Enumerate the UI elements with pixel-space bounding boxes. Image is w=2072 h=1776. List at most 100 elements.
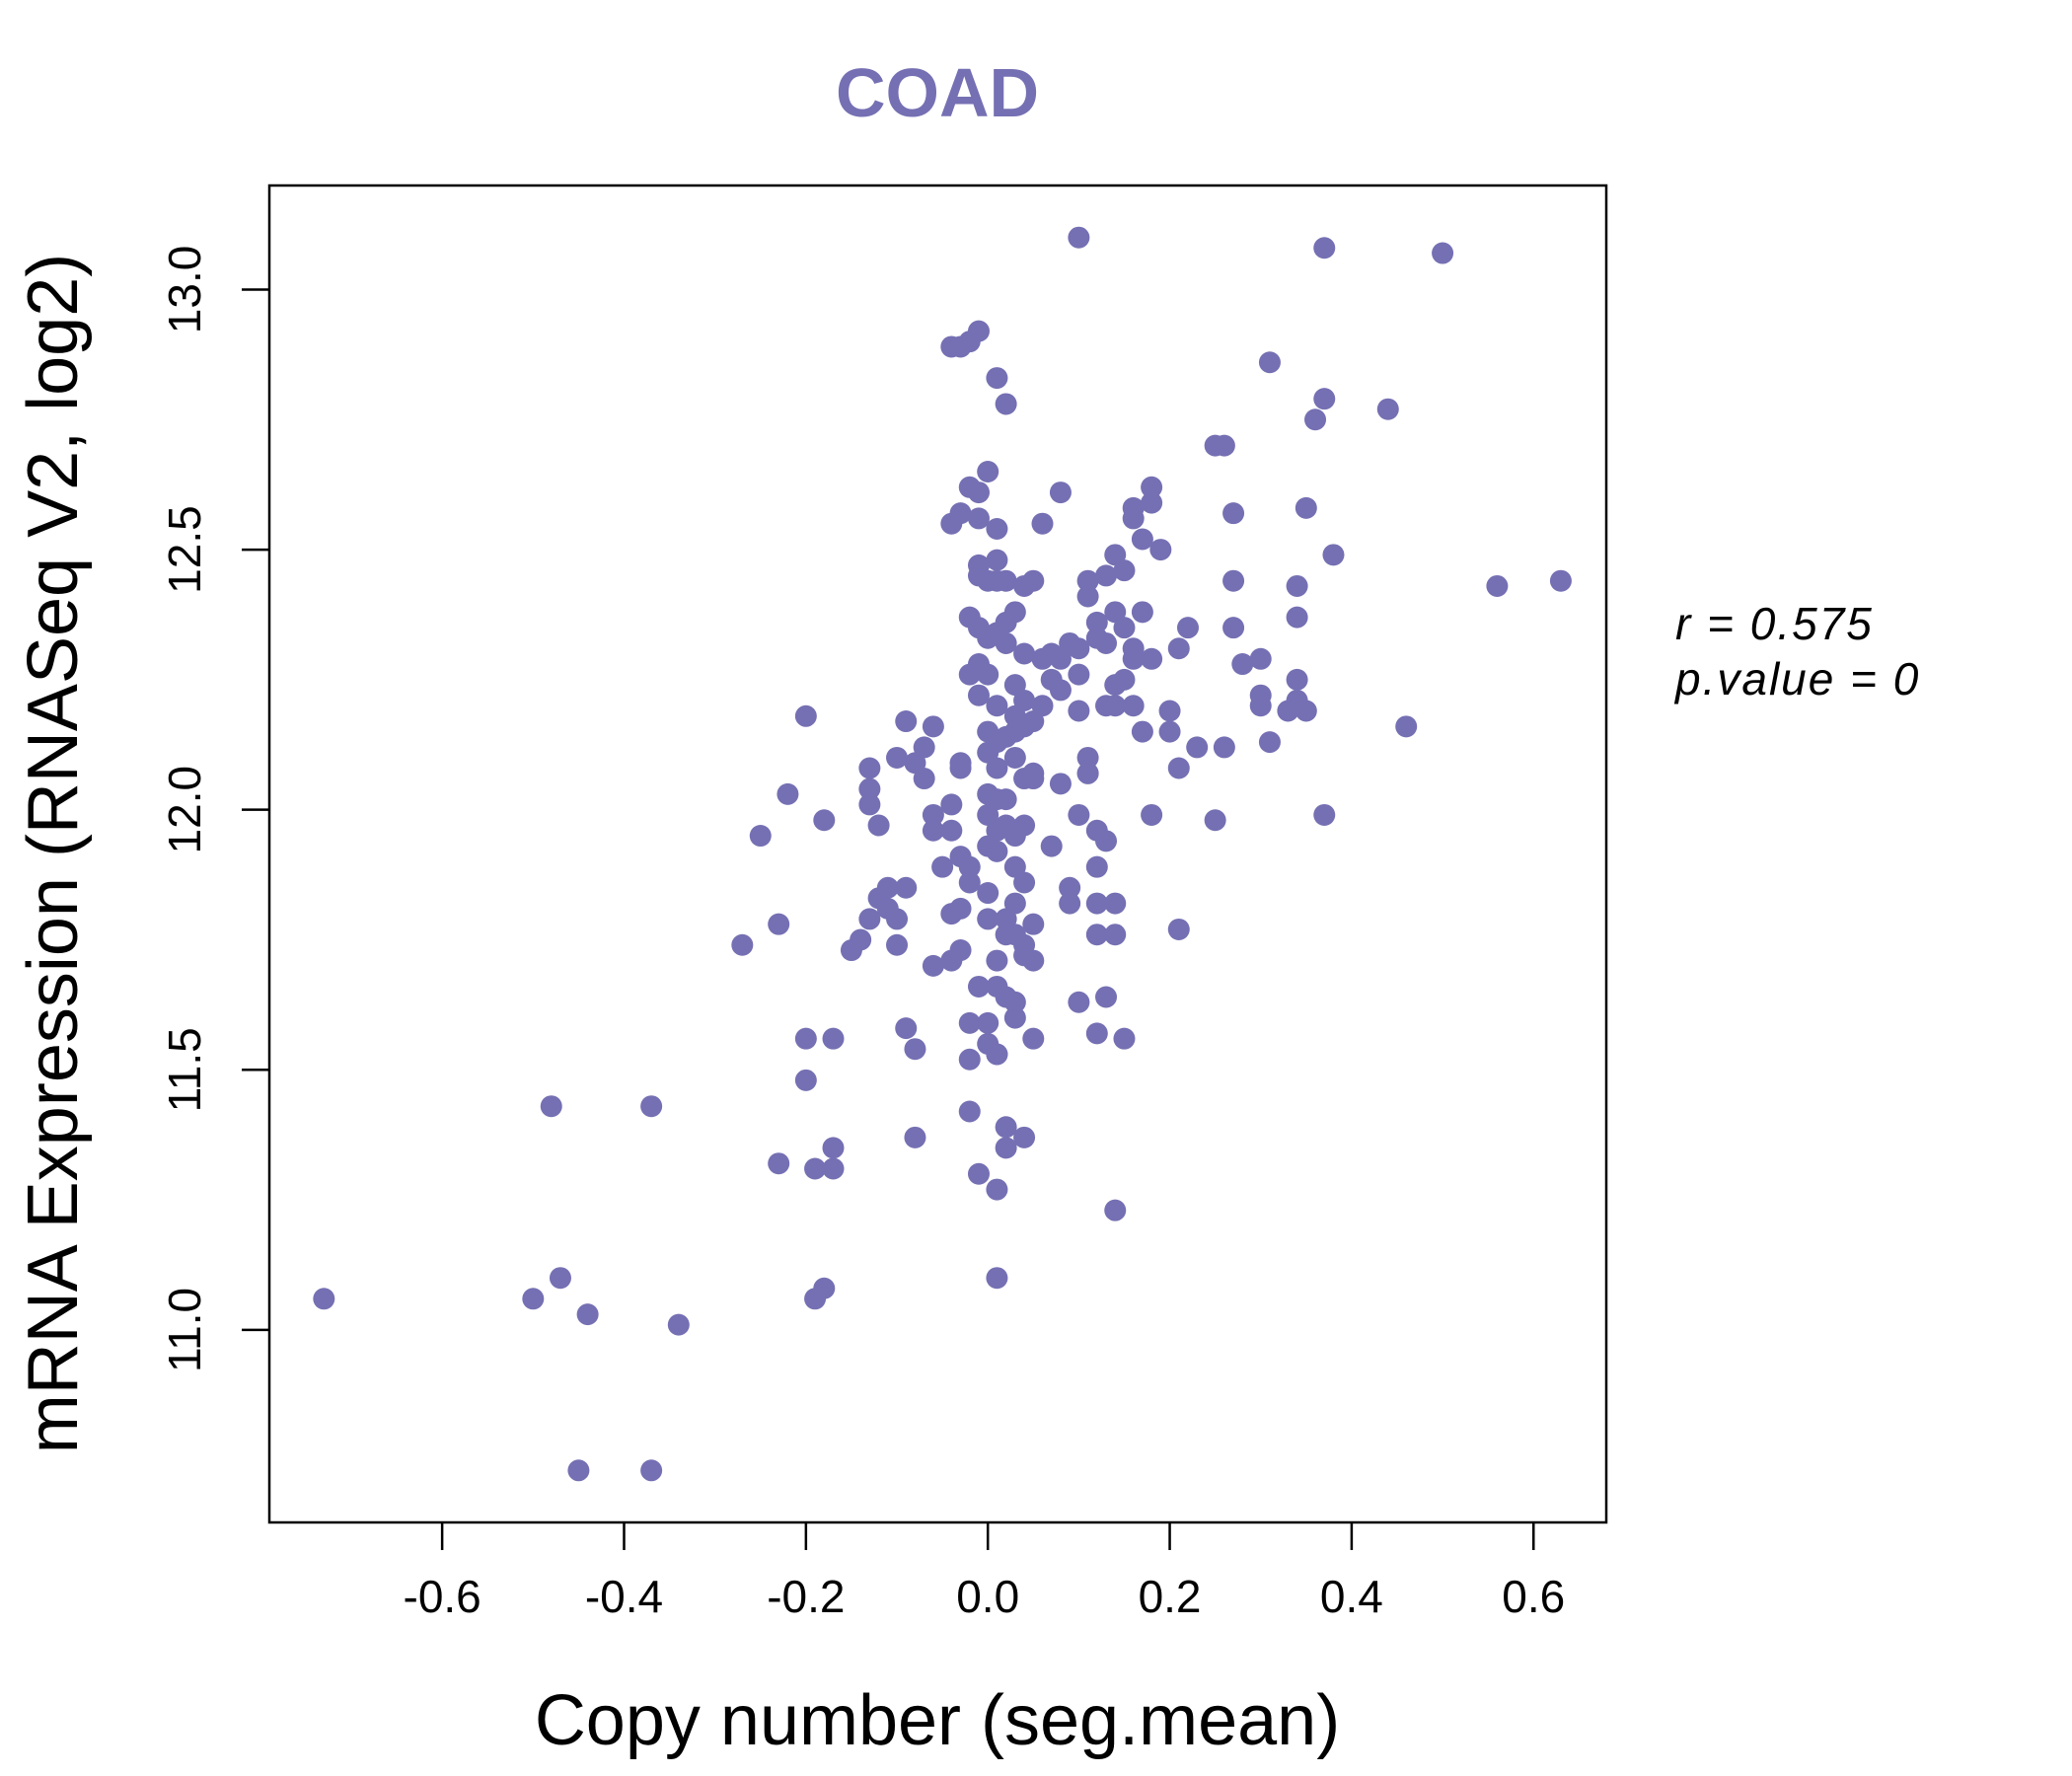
data-point-192 [1104,892,1127,915]
data-point-242 [1313,388,1336,410]
x-tick-label-4: 0.2 [1139,1571,1202,1622]
data-point-21 [822,1137,845,1159]
data-point-111 [986,367,1008,390]
data-point-64 [967,1162,990,1185]
data-point-110 [986,1267,1008,1290]
data-point-148 [1022,768,1045,790]
data-point-210 [1141,803,1163,826]
data-point-221 [1213,434,1235,457]
data-points [313,226,1572,1482]
x-tick-label-0: -0.6 [404,1571,481,1622]
data-point-158 [1049,481,1072,504]
data-point-215 [1167,757,1190,779]
data-point-91 [977,908,999,930]
data-point-244 [1376,398,1399,420]
data-point-10 [768,913,790,935]
data-point-43 [913,768,935,790]
data-point-124 [1003,601,1026,624]
data-point-247 [1486,574,1509,597]
data-point-134 [1003,746,1026,769]
data-point-161 [1049,773,1072,795]
data-point-137 [1013,689,1036,711]
data-point-11 [749,825,772,848]
data-point-7 [540,1095,562,1118]
data-point-37 [895,1017,918,1040]
x-axis: -0.6 -0.4 -0.2 0.0 0.2 0.4 0.6 [404,1522,1565,1622]
data-point-230 [1258,731,1281,754]
data-point-152 [1031,512,1054,535]
x-axis-label: Copy number (seg.mean) [535,1681,1340,1760]
data-point-136 [1013,642,1036,665]
data-point-109 [986,1178,1008,1201]
data-point-162 [1059,876,1081,899]
data-point-222 [1213,736,1235,759]
data-point-133 [1003,1006,1026,1029]
data-point-9 [731,933,754,956]
data-point-196 [1113,617,1136,639]
data-point-181 [1085,924,1108,946]
data-point-233 [1286,574,1308,597]
data-point-108 [986,1043,1008,1066]
data-point-63 [958,1100,981,1123]
data-point-38 [904,1038,926,1061]
data-point-167 [1068,663,1090,686]
data-point-12 [777,782,799,805]
data-point-19 [804,1157,827,1180]
data-point-213 [1158,720,1181,743]
data-point-117 [995,788,1017,811]
data-point-209 [1141,647,1163,670]
data-point-15 [794,1027,817,1050]
data-point-237 [1295,496,1317,519]
data-point-166 [1068,700,1090,722]
data-point-144 [1013,1126,1036,1148]
data-point-191 [1104,695,1127,717]
data-point-1 [522,1288,545,1310]
x-tick-label-1: -0.4 [585,1571,663,1622]
data-point-145 [1022,569,1045,592]
data-point-73 [977,460,999,482]
data-point-99 [986,695,1008,717]
data-point-182 [1085,1022,1108,1045]
data-point-236 [1286,606,1308,629]
data-point-122 [995,1116,1017,1139]
x-tick-label-3: 0.0 [956,1571,1019,1622]
data-point-231 [1258,351,1281,374]
data-point-47 [922,819,944,842]
chart-title: COAD [836,54,1039,131]
data-point-246 [1432,242,1454,264]
data-point-92 [967,975,990,998]
data-point-214 [1167,637,1190,660]
data-point-96 [986,549,1008,571]
data-point-95 [986,517,1008,540]
data-point-49 [931,855,954,878]
data-point-54 [949,897,972,920]
data-point-173 [1076,746,1099,769]
data-point-193 [1104,924,1127,946]
data-point-208 [1141,491,1163,514]
data-point-34 [886,908,909,930]
data-point-163 [1059,892,1081,915]
data-point-185 [1095,830,1118,852]
data-point-23 [813,1277,836,1299]
data-point-165 [1068,637,1090,660]
data-point-17 [822,1027,845,1050]
data-point-176 [1085,611,1108,633]
data-point-48 [922,954,944,977]
data-point-36 [895,876,918,899]
data-point-216 [1167,918,1190,940]
data-point-141 [1013,871,1036,894]
data-point-62 [958,1048,981,1071]
data-point-183 [1095,631,1118,654]
y-tick-label-1: 11.5 [159,1027,210,1112]
data-point-68 [967,320,990,342]
data-point-212 [1158,700,1181,722]
data-point-170 [1068,226,1090,249]
data-point-241 [1313,237,1336,259]
data-point-151 [1022,1027,1045,1050]
data-point-227 [1249,647,1272,670]
data-point-56 [940,949,963,972]
data-point-30 [858,757,881,779]
data-point-168 [1068,803,1090,826]
data-point-240 [1313,803,1336,826]
data-point-171 [1076,569,1099,592]
